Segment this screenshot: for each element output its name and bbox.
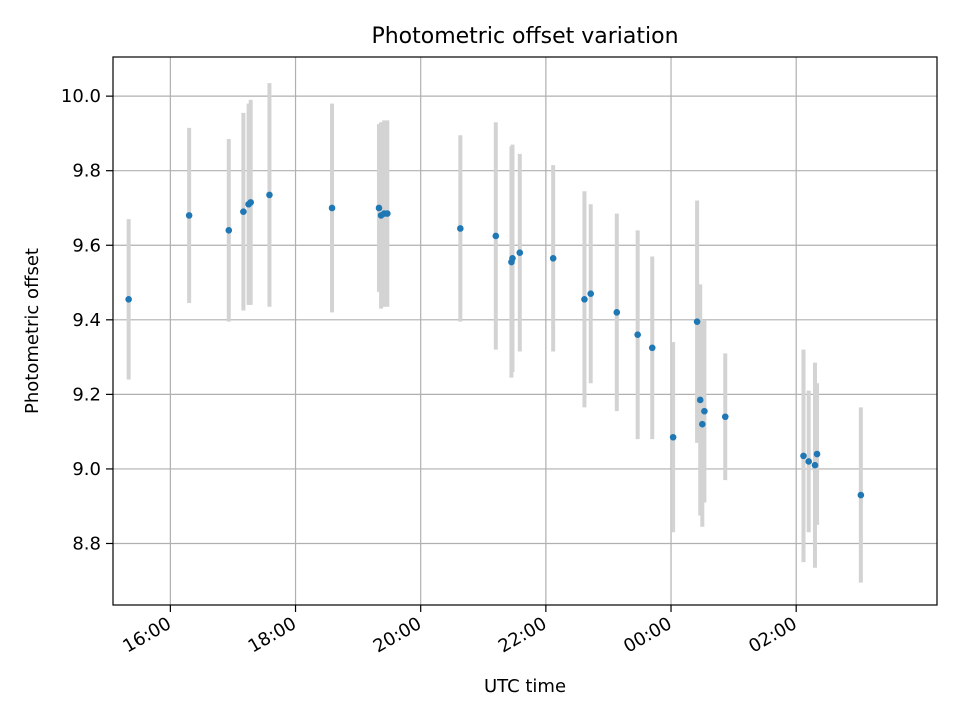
data-point [613, 309, 621, 316]
data-point [457, 225, 464, 232]
y-tick-label: 9.6 [72, 235, 101, 256]
data-point [375, 204, 383, 212]
data-point [247, 199, 254, 206]
data-point [492, 232, 500, 240]
y-tick-label: 10.0 [61, 86, 101, 107]
data-point [384, 210, 391, 217]
data-point [696, 396, 704, 404]
data-point [701, 407, 708, 415]
data-point [328, 204, 336, 212]
plot-frame [112, 56, 938, 606]
data-point [669, 433, 677, 441]
data-point [266, 191, 273, 199]
data-point [516, 249, 524, 257]
data-point [185, 212, 193, 219]
y-axis-ticks: 8.8 9.0 9.2 9.4 9.6 9.8 10.0 [61, 86, 113, 554]
data-point [509, 255, 516, 262]
data-point [811, 461, 819, 469]
data-point [225, 227, 233, 234]
y-tick-label: 9.2 [72, 384, 101, 405]
data-point [813, 450, 821, 458]
y-tick-label: 8.8 [72, 533, 101, 554]
data-point [125, 296, 132, 303]
data-point [800, 452, 807, 460]
grid-lines [113, 57, 937, 605]
x-axis-label: UTC time [484, 676, 566, 697]
data-point [699, 420, 706, 428]
data-point [693, 318, 701, 325]
data-point [721, 413, 729, 421]
data-point [648, 344, 656, 352]
y-tick-label: 9.4 [72, 310, 101, 331]
data-point [805, 458, 813, 465]
data-point [581, 296, 588, 303]
data-point [240, 208, 247, 216]
y-tick-label: 9.8 [72, 161, 101, 182]
data-point [857, 491, 865, 499]
data-point [587, 290, 595, 298]
chart-title: Photometric offset variation [371, 24, 678, 49]
y-tick-label: 9.0 [72, 459, 101, 480]
data-point [634, 331, 641, 339]
y-axis-label: Photometric offset [22, 248, 43, 414]
data-point [549, 255, 557, 262]
data-points [125, 191, 865, 499]
